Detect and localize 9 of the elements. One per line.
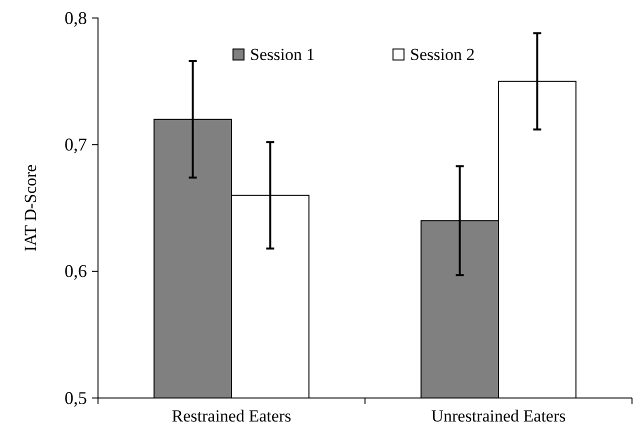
x-tick-label: Unrestrained Eaters: [431, 406, 566, 426]
y-tick-label: 0,6: [64, 261, 87, 282]
x-tick-label: Restrained Eaters: [172, 406, 292, 426]
y-tick-label: 0,5: [64, 388, 87, 408]
legend-label: Session 1: [250, 45, 315, 64]
y-tick-label: 0,7: [64, 134, 87, 154]
legend-label: Session 2: [410, 45, 475, 64]
y-tick-label: 0,8: [64, 8, 87, 28]
y-axis-title: IAT D-Score: [21, 164, 40, 252]
